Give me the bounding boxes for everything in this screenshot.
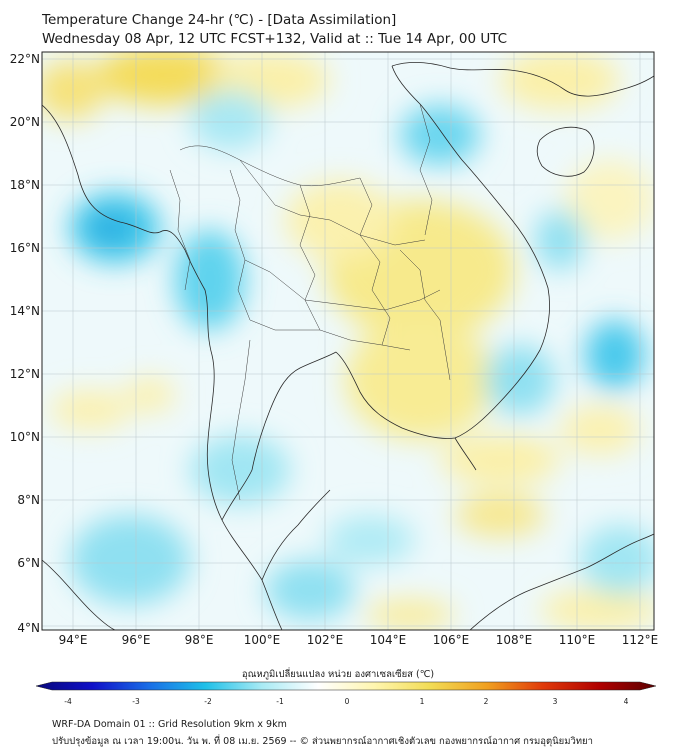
colorbar-tick: -1 — [276, 697, 284, 706]
colorbar-bar — [35, 681, 657, 691]
lat-label: 4°N — [17, 621, 40, 635]
colorbar-tick: 3 — [552, 697, 558, 706]
colorbar-tick: 1 — [419, 697, 425, 706]
map-title: Temperature Change 24-hr (℃) - [Data Ass… — [42, 12, 397, 28]
lat-label: 20°N — [9, 115, 40, 129]
lat-label: 22°N — [9, 52, 40, 66]
lon-label: 98°E — [184, 633, 214, 647]
lon-label: 104°E — [369, 633, 407, 647]
colorbar-tick: -4 — [64, 697, 72, 706]
colorbar-title: อุณหภูมิเปลี่ยนแปลง หน่วย องศาเซลเซียส (… — [241, 669, 435, 680]
lat-label: 10°N — [9, 430, 40, 444]
lon-label: 100°E — [243, 633, 281, 647]
lon-label: 106°E — [432, 633, 470, 647]
footer-model-info: WRF-DA Domain 01 :: Grid Resolution 9km … — [52, 719, 287, 730]
lon-label: 94°E — [58, 633, 88, 647]
lon-label: 108°E — [495, 633, 533, 647]
map-frame — [41, 51, 655, 631]
lat-label: 18°N — [9, 178, 40, 192]
colorbar-tick: 0 — [344, 697, 350, 706]
footer-credit: ปรับปรุงข้อมูล ณ เวลา 19:00น. วัน พ. ที่… — [52, 736, 593, 747]
lon-label: 112°E — [621, 633, 659, 647]
graticule — [42, 52, 654, 630]
coastlines — [42, 62, 654, 630]
lon-label: 102°E — [306, 633, 344, 647]
map-area — [42, 52, 654, 630]
map-subtitle: Wednesday 08 Apr, 12 UTC FCST+132, Valid… — [42, 31, 508, 47]
boundaries — [169, 103, 451, 501]
lat-label: 16°N — [9, 241, 40, 255]
lon-label: 110°E — [558, 633, 596, 647]
colorbar-tick: -2 — [204, 697, 212, 706]
lat-label: 6°N — [17, 556, 40, 570]
lat-label: 8°N — [17, 493, 40, 507]
colorbar-tick: -3 — [132, 697, 140, 706]
colorbar-tick: 2 — [483, 697, 489, 706]
lon-label: 96°E — [121, 633, 151, 647]
colorbar-tick: 4 — [623, 697, 629, 706]
anomaly-field — [42, 52, 654, 630]
lat-label: 14°N — [9, 304, 40, 318]
lat-label: 12°N — [9, 367, 40, 381]
colorbar — [35, 681, 657, 691]
